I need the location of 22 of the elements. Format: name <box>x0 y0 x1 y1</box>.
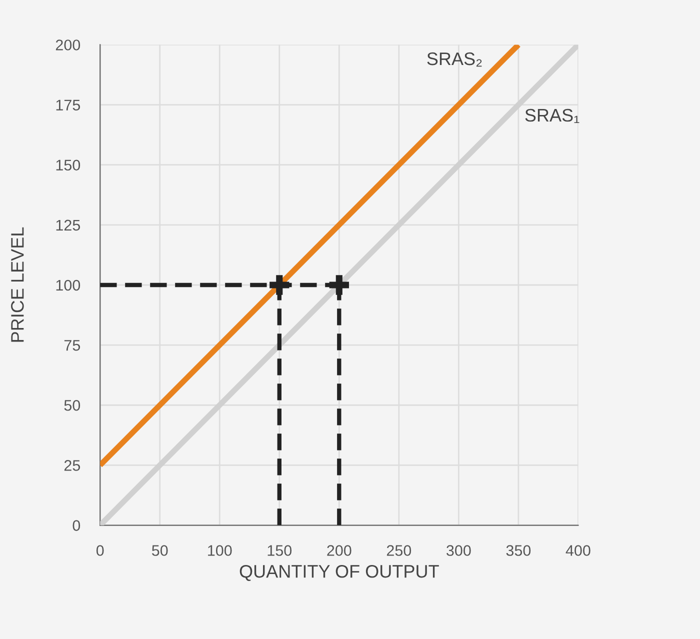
y-tick-label: 125 <box>56 220 80 231</box>
x-tick-label: 50 <box>152 545 168 556</box>
x-tick-label: 150 <box>268 545 292 556</box>
x-tick-label: 0 <box>96 545 104 556</box>
x-tick-label: 200 <box>327 545 352 556</box>
y-tick-label: 200 <box>56 40 80 50</box>
x-tick-label: 350 <box>506 545 531 556</box>
y-tick-label: 100 <box>56 280 80 291</box>
y-tick-label: 50 <box>64 400 80 411</box>
y-tick-label: 0 <box>72 520 80 531</box>
y-tick-label: 25 <box>64 460 80 471</box>
y-tick-label: 175 <box>56 100 80 110</box>
x-tick-label: 400 <box>566 545 590 556</box>
series-label: SRAS₁ <box>525 108 580 124</box>
x-tick-label: 300 <box>446 545 471 556</box>
y-axis-title: PRICE LEVEL <box>11 227 24 342</box>
x-tick-label: 250 <box>386 545 412 556</box>
series-label: SRAS₂ <box>427 52 482 67</box>
y-tick-label: 75 <box>64 340 80 351</box>
x-axis-title: QUANTITY OF OUTPUT <box>240 564 439 581</box>
x-tick-label: 100 <box>208 545 232 556</box>
y-tick-label: 150 <box>56 160 80 171</box>
